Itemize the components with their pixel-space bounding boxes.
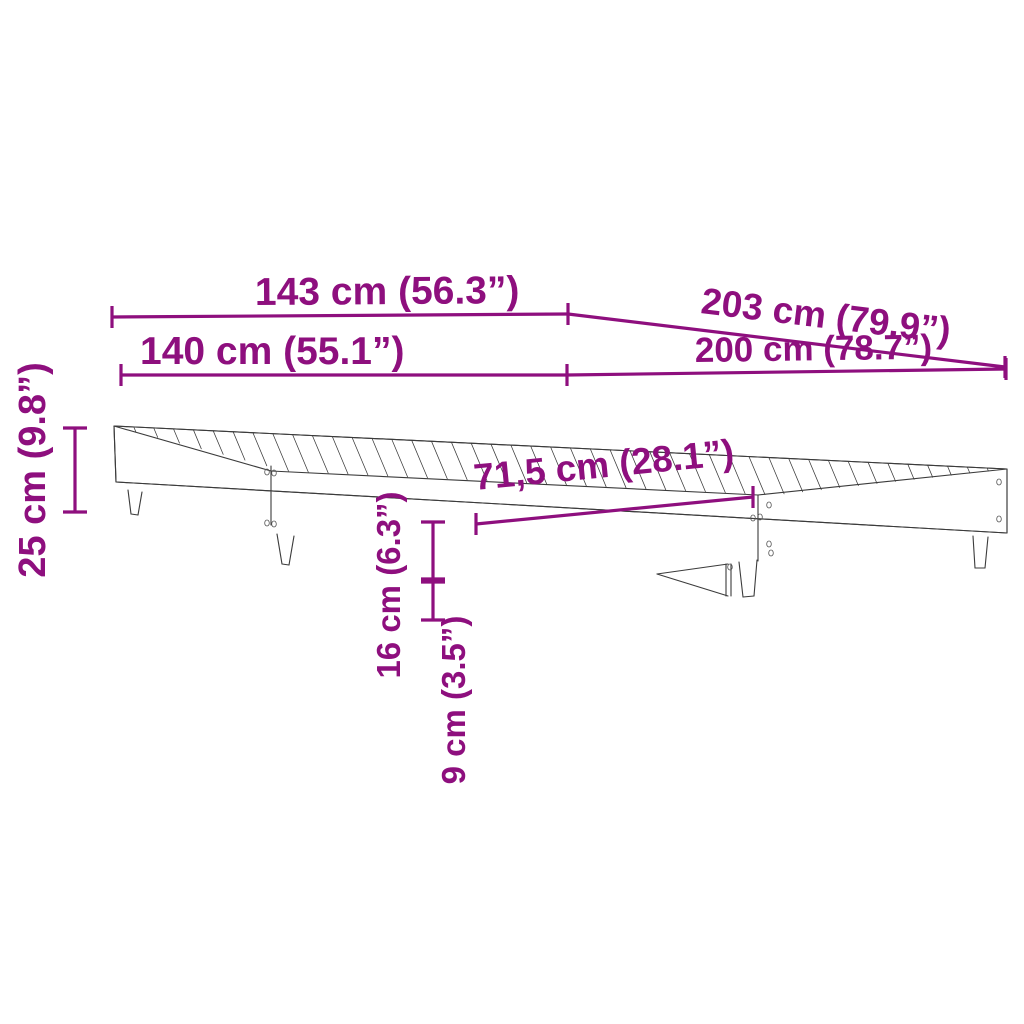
svg-text:16 cm (6.3”): 16 cm (6.3”) bbox=[370, 491, 407, 678]
svg-text:25 cm (9.8”): 25 cm (9.8”) bbox=[12, 362, 54, 577]
svg-text:200 cm (78.7”): 200 cm (78.7”) bbox=[695, 328, 933, 370]
svg-text:9 cm (3.5”): 9 cm (3.5”) bbox=[435, 616, 472, 785]
svg-text:143 cm (56.3”): 143 cm (56.3”) bbox=[255, 269, 520, 314]
svg-text:140 cm (55.1”): 140 cm (55.1”) bbox=[140, 330, 405, 373]
